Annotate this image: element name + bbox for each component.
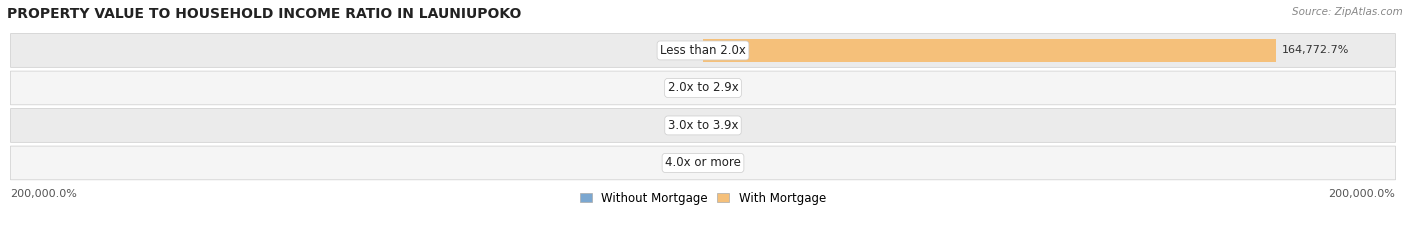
Text: 2.0x to 2.9x: 2.0x to 2.9x <box>668 82 738 94</box>
Text: 0.0%: 0.0% <box>669 120 697 130</box>
Text: 0.0%: 0.0% <box>709 83 737 93</box>
Text: 164,772.7%: 164,772.7% <box>1282 45 1350 55</box>
FancyBboxPatch shape <box>10 34 1396 67</box>
Text: 94.0%: 94.0% <box>662 158 697 168</box>
Bar <box>703 39 1277 62</box>
Text: 200,000.0%: 200,000.0% <box>1329 189 1396 199</box>
Text: 0.0%: 0.0% <box>709 120 737 130</box>
FancyBboxPatch shape <box>10 146 1396 180</box>
Legend: Without Mortgage, With Mortgage: Without Mortgage, With Mortgage <box>581 192 825 205</box>
Text: 3.0%: 3.0% <box>669 45 697 55</box>
Text: PROPERTY VALUE TO HOUSEHOLD INCOME RATIO IN LAUNIUPOKO: PROPERTY VALUE TO HOUSEHOLD INCOME RATIO… <box>7 7 522 21</box>
Text: Source: ZipAtlas.com: Source: ZipAtlas.com <box>1292 7 1403 17</box>
Text: 3.0%: 3.0% <box>669 83 697 93</box>
Text: 200,000.0%: 200,000.0% <box>10 189 77 199</box>
FancyBboxPatch shape <box>10 109 1396 142</box>
Text: 11.8%: 11.8% <box>709 158 744 168</box>
FancyBboxPatch shape <box>10 71 1396 105</box>
Text: Less than 2.0x: Less than 2.0x <box>659 44 747 57</box>
Text: 3.0x to 3.9x: 3.0x to 3.9x <box>668 119 738 132</box>
Text: 4.0x or more: 4.0x or more <box>665 156 741 169</box>
